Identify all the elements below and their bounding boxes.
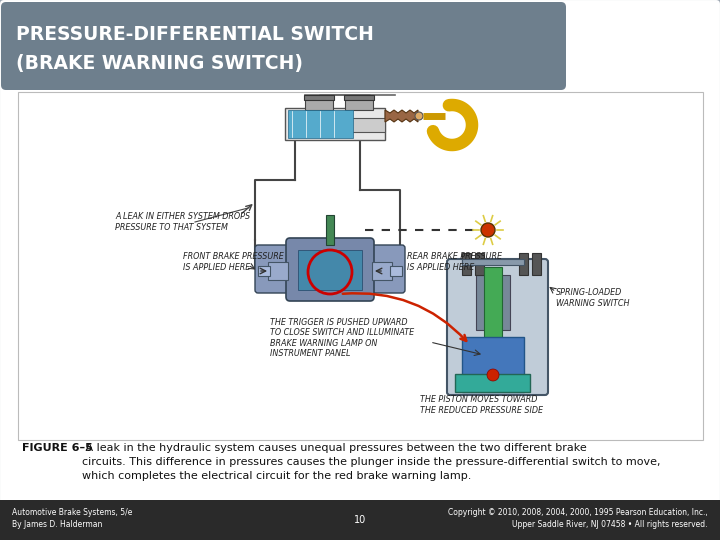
- Bar: [285, 108, 385, 140]
- Bar: [462, 253, 471, 275]
- Bar: [326, 215, 334, 245]
- Bar: [519, 253, 528, 275]
- Text: REAR BRAKE PRESSURE
IS APPLIED HERE: REAR BRAKE PRESSURE IS APPLIED HERE: [407, 252, 502, 272]
- Text: FRONT BRAKE PRESSURE
IS APPLIED HERE: FRONT BRAKE PRESSURE IS APPLIED HERE: [183, 252, 284, 272]
- Text: 10: 10: [354, 515, 366, 525]
- Text: FIGURE 6–5: FIGURE 6–5: [22, 443, 93, 453]
- FancyBboxPatch shape: [1, 2, 566, 90]
- Bar: [455, 374, 530, 392]
- Bar: [475, 253, 484, 275]
- Text: THE TRIGGER IS PUSHED UPWARD
TO CLOSE SWITCH AND ILLUMINATE
BRAKE WARNING LAMP O: THE TRIGGER IS PUSHED UPWARD TO CLOSE SW…: [270, 318, 414, 358]
- Text: A leak in the hydraulic system causes unequal pressures between the two differen: A leak in the hydraulic system causes un…: [82, 443, 660, 481]
- Text: (BRAKE WARNING SWITCH): (BRAKE WARNING SWITCH): [16, 53, 303, 72]
- Bar: [305, 98, 333, 110]
- Bar: [484, 267, 502, 345]
- Bar: [532, 253, 541, 275]
- Bar: [298, 250, 362, 290]
- Text: Automotive Brake Systems, 5/e
By James D. Halderman: Automotive Brake Systems, 5/e By James D…: [12, 508, 132, 529]
- Bar: [345, 98, 373, 110]
- Circle shape: [481, 223, 495, 237]
- Bar: [372, 262, 392, 280]
- Text: SPRING-LOADED
WARNING SWITCH: SPRING-LOADED WARNING SWITCH: [556, 288, 629, 308]
- Text: Copyright © 2010, 2008, 2004, 2000, 1995 Pearson Education, Inc.,
Upper Saddle R: Copyright © 2010, 2008, 2004, 2000, 1995…: [449, 508, 708, 529]
- Bar: [350, 118, 385, 132]
- Bar: [462, 337, 524, 392]
- Bar: [18, 92, 703, 440]
- Bar: [0, 500, 720, 540]
- Bar: [462, 259, 524, 265]
- Polygon shape: [385, 110, 418, 122]
- FancyBboxPatch shape: [255, 245, 301, 293]
- FancyBboxPatch shape: [359, 245, 405, 293]
- FancyBboxPatch shape: [447, 259, 548, 395]
- Bar: [500, 275, 510, 330]
- Circle shape: [415, 112, 423, 120]
- Bar: [344, 95, 374, 100]
- Circle shape: [487, 369, 499, 381]
- Bar: [476, 275, 486, 330]
- Bar: [288, 110, 353, 138]
- FancyBboxPatch shape: [0, 0, 720, 540]
- Text: PRESSURE-DIFFERENTIAL SWITCH: PRESSURE-DIFFERENTIAL SWITCH: [16, 25, 374, 44]
- Bar: [268, 262, 288, 280]
- Text: THE PISTON MOVES TOWARD
THE REDUCED PRESSURE SIDE: THE PISTON MOVES TOWARD THE REDUCED PRES…: [420, 395, 543, 415]
- Bar: [304, 95, 334, 100]
- FancyBboxPatch shape: [286, 238, 374, 301]
- Text: A LEAK IN EITHER SYSTEM DROPS
PRESSURE TO THAT SYSTEM: A LEAK IN EITHER SYSTEM DROPS PRESSURE T…: [115, 212, 250, 232]
- Bar: [258, 266, 270, 276]
- Bar: [390, 266, 402, 276]
